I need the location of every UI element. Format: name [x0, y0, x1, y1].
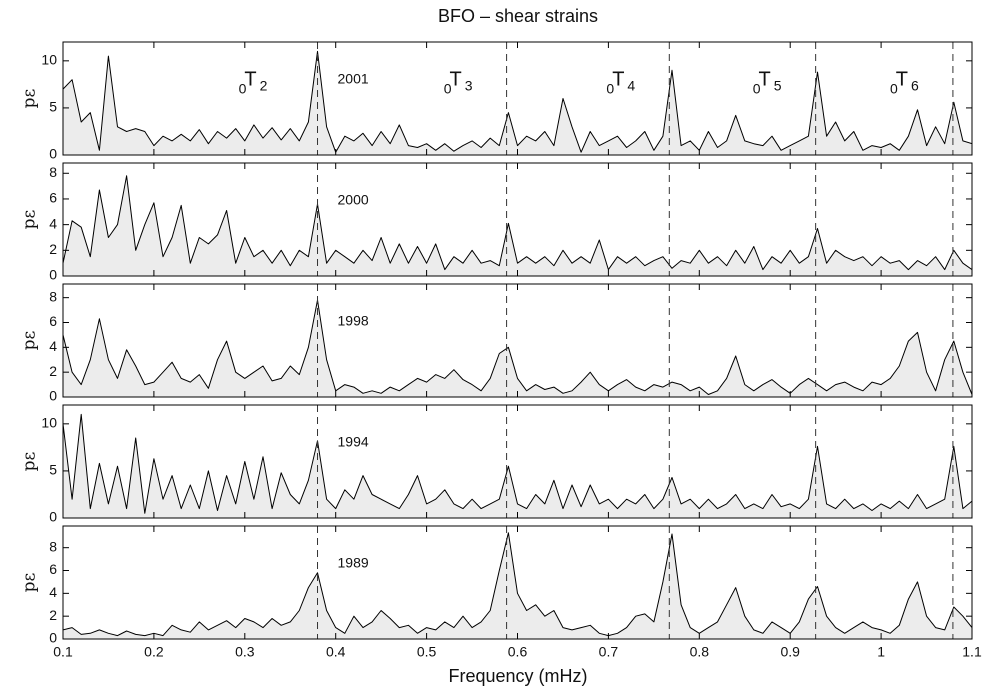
y-axis-label: pε	[20, 451, 40, 471]
mode-sub: 6	[911, 78, 919, 94]
mode-sub: 4	[627, 78, 635, 94]
x-tick-label: 1	[877, 644, 885, 660]
y-tick-label: 6	[49, 313, 57, 329]
x-tick-label: 0.4	[326, 644, 346, 660]
panel-year: 1989	[338, 555, 369, 571]
mode-sub: 3	[465, 78, 473, 94]
x-tick-label: 0.5	[417, 644, 437, 660]
panel	[63, 413, 972, 518]
y-tick-label: 8	[49, 288, 57, 304]
spectrum-line	[63, 50, 972, 153]
y-tick-label: 10	[41, 415, 57, 431]
mode-prefix: 0	[444, 81, 452, 97]
y-axis-label: pε	[20, 209, 40, 229]
y-tick-label: 0	[49, 509, 57, 525]
mode-sub: 5	[774, 78, 782, 94]
area-fill	[63, 532, 972, 639]
y-tick-label: 4	[49, 215, 57, 231]
x-axis-label: Frequency (mHz)	[448, 666, 587, 686]
panel-year: 1994	[338, 434, 369, 450]
panel	[63, 50, 972, 155]
y-tick-label: 2	[49, 363, 57, 379]
y-tick-label: 8	[49, 164, 57, 180]
x-tick-label: 1.1	[962, 644, 982, 660]
x-tick-label: 0.2	[144, 644, 164, 660]
panel-frame	[62, 404, 973, 519]
mode-prefix: 0	[890, 81, 898, 97]
panel	[63, 532, 972, 639]
y-axis-label: pε	[20, 330, 40, 350]
panel	[63, 299, 972, 397]
y-tick-label: 0	[49, 388, 57, 404]
mode-name: T	[449, 68, 461, 90]
y-tick-label: 4	[49, 338, 57, 354]
x-tick-label: 0.3	[235, 644, 255, 660]
area-fill	[63, 414, 972, 518]
mode-name: T	[612, 68, 624, 90]
mode-sub: 2	[260, 78, 268, 94]
y-tick-label: 5	[49, 99, 57, 115]
mode-name: T	[759, 68, 771, 90]
area-fill	[63, 300, 972, 397]
panel-year: 1998	[338, 313, 369, 329]
area-fill	[63, 175, 972, 276]
x-tick-label: 0.1	[53, 644, 73, 660]
y-tick-label: 0	[49, 267, 57, 283]
x-tick-label: 0.7	[599, 644, 619, 660]
y-tick-label: 2	[49, 241, 57, 257]
panel-year: 2001	[338, 71, 369, 87]
mode-prefix: 0	[606, 81, 614, 97]
mode-name: T	[896, 68, 908, 90]
area-fill	[63, 51, 972, 155]
mode-prefix: 0	[753, 81, 761, 97]
y-tick-label: 5	[49, 462, 57, 478]
y-tick-label: 6	[49, 561, 57, 577]
y-tick-label: 4	[49, 584, 57, 600]
mode-name: T	[244, 68, 256, 90]
spectrum-line	[63, 532, 972, 637]
spectrum-line	[63, 413, 972, 514]
y-tick-label: 8	[49, 538, 57, 554]
panel-year: 2000	[338, 192, 369, 208]
y-axis-label: pε	[20, 88, 40, 108]
spectrum-line	[63, 175, 972, 271]
y-tick-label: 0	[49, 630, 57, 646]
y-axis-label: pε	[20, 572, 40, 592]
y-tick-label: 6	[49, 190, 57, 206]
y-tick-label: 2	[49, 607, 57, 623]
x-tick-label: 0.9	[780, 644, 800, 660]
chart-title: BFO – shear strains	[438, 6, 598, 26]
spectrum-line	[63, 299, 972, 395]
mode-prefix: 0	[239, 81, 247, 97]
panel	[63, 175, 972, 276]
y-tick-label: 0	[49, 146, 57, 162]
y-tick-label: 10	[41, 52, 57, 68]
x-tick-label: 0.6	[508, 644, 528, 660]
x-tick-label: 0.8	[690, 644, 710, 660]
